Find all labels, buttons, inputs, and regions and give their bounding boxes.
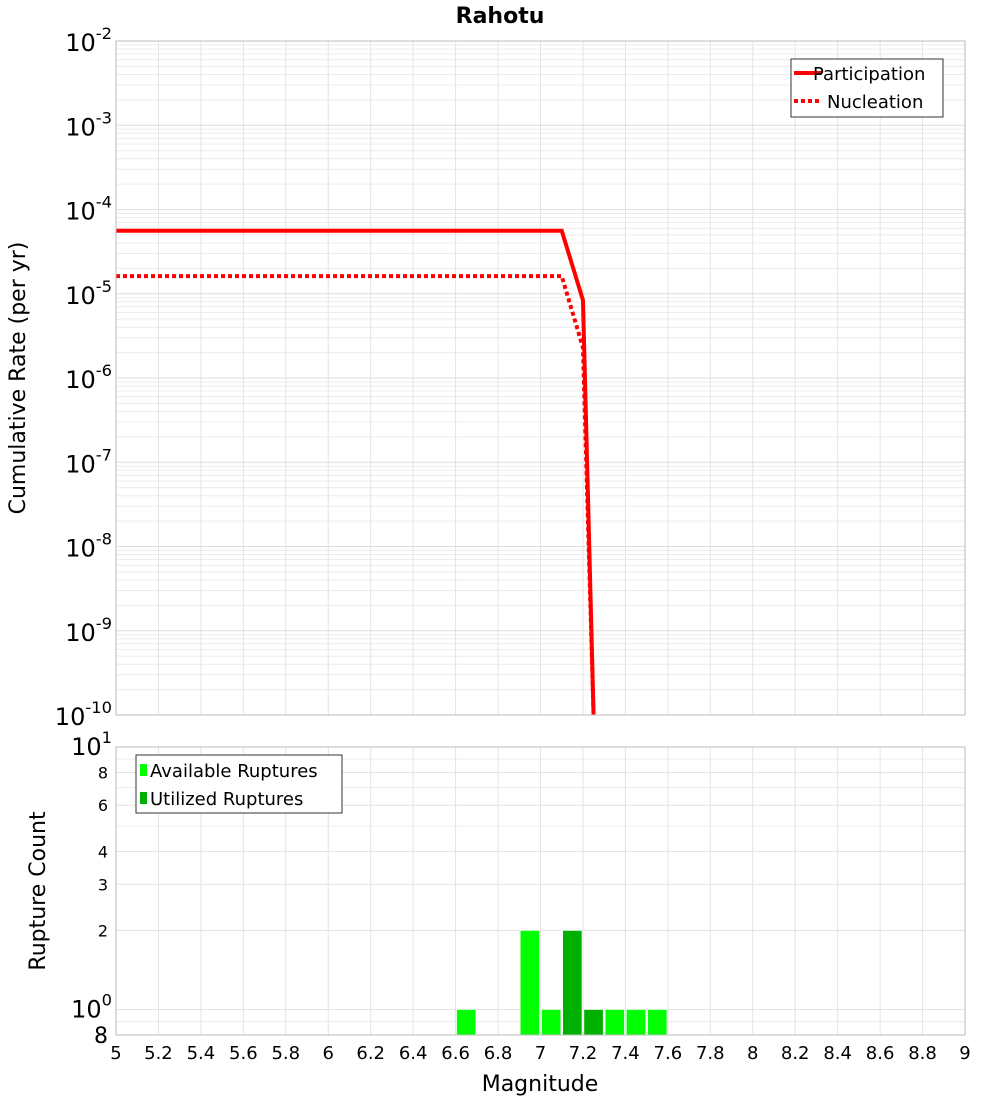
y-tick-label: 2 (98, 922, 108, 941)
x-tick-label: 9 (959, 1043, 970, 1064)
x-tick-label: 6.6 (441, 1043, 470, 1064)
y-tick-label: 10-8 (65, 530, 112, 563)
x-tick-label: 7.2 (569, 1043, 598, 1064)
legend-label: Available Ruptures (150, 761, 318, 782)
top-plot-border (115, 40, 966, 716)
x-tick-label: 6.2 (356, 1043, 385, 1064)
bar-available-ruptures (541, 1009, 561, 1036)
y-tick-label: 8 (94, 1024, 108, 1049)
bar-available-ruptures (520, 930, 540, 1036)
bar-utilized-ruptures (583, 1009, 604, 1036)
y-tick-label: 10-4 (65, 193, 112, 226)
y-tick-label: 10-3 (65, 108, 112, 141)
x-tick-label: 8.2 (781, 1043, 810, 1064)
x-tick-label: 7.8 (696, 1043, 725, 1064)
y-tick-label: 101 (71, 728, 112, 761)
legend-label: Participation (813, 64, 925, 85)
x-axis-label: Magnitude (482, 1072, 599, 1097)
legend-swatch (140, 764, 147, 776)
x-tick-label: 6 (323, 1043, 334, 1064)
y-tick-label: 10-7 (65, 445, 112, 478)
y-tick-label: 3 (98, 875, 108, 894)
x-tick-label: 5.4 (187, 1043, 216, 1064)
bar-available-ruptures (604, 1009, 625, 1036)
bar-available-ruptures (647, 1009, 668, 1036)
y-tick-label: 10-5 (65, 277, 112, 310)
x-tick-label: 5.6 (229, 1043, 258, 1064)
chart-title: Rahotu (456, 4, 545, 29)
bar-utilized-ruptures (562, 930, 583, 1036)
y-tick-label: 10-2 (65, 24, 112, 57)
x-tick-label: 6.8 (484, 1043, 513, 1064)
x-tick-label: 5.2 (144, 1043, 173, 1064)
x-tick-label: 8 (747, 1043, 758, 1064)
bar-available-ruptures (456, 1009, 477, 1036)
x-tick-label: 8.6 (866, 1043, 895, 1064)
legend-label: Utilized Ruptures (150, 789, 303, 810)
x-tick-label: 7 (535, 1043, 546, 1064)
y-tick-label: 10-10 (55, 698, 112, 731)
y-tick-label: 4 (98, 842, 108, 861)
y-tick-label: 8 (98, 763, 108, 782)
legend-box (135, 754, 343, 814)
y-tick-label: 100 (71, 991, 112, 1024)
x-tick-label: 7.4 (611, 1043, 640, 1064)
bottom-plot-border (115, 746, 966, 1036)
y-tick-label: 10-9 (65, 614, 112, 647)
y-axis-label: Cumulative Rate (per yr) (6, 242, 31, 515)
legend-box (790, 58, 944, 118)
x-tick-label: 7.6 (654, 1043, 683, 1064)
x-tick-label: 6.4 (399, 1043, 428, 1064)
x-tick-label: 8.4 (823, 1043, 852, 1064)
y-tick-label: 6 (98, 796, 108, 815)
x-tick-label: 8.8 (908, 1043, 937, 1064)
bar-available-ruptures (626, 1009, 646, 1036)
legend-swatch (140, 792, 147, 804)
y-axis-label: Rupture Count (26, 811, 51, 971)
x-tick-label: 5 (110, 1043, 121, 1064)
y-tick-label: 10-6 (65, 361, 112, 394)
legend-label: Nucleation (827, 92, 923, 113)
x-tick-label: 5.8 (271, 1043, 300, 1064)
